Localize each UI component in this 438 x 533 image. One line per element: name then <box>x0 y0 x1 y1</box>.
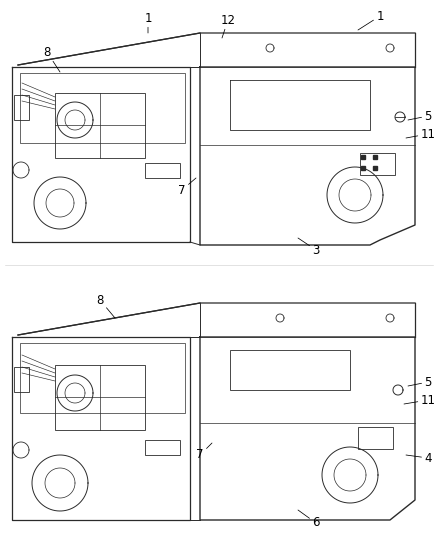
Bar <box>360 153 395 175</box>
Bar <box>20 73 185 143</box>
Bar <box>230 350 350 390</box>
Text: 5: 5 <box>408 376 432 389</box>
Bar <box>14 367 29 392</box>
Text: 7: 7 <box>178 178 196 197</box>
Text: 1: 1 <box>358 10 384 30</box>
Text: 3: 3 <box>298 238 320 256</box>
Text: 7: 7 <box>196 443 212 462</box>
Bar <box>14 95 29 120</box>
Bar <box>55 365 145 430</box>
Bar <box>358 427 393 449</box>
Bar <box>145 163 180 178</box>
Text: 1: 1 <box>144 12 152 33</box>
Text: 12: 12 <box>220 13 236 38</box>
Text: 8: 8 <box>96 294 115 318</box>
Text: 8: 8 <box>43 45 60 72</box>
Text: 4: 4 <box>406 451 432 464</box>
Bar <box>55 93 145 158</box>
Text: 11: 11 <box>406 127 435 141</box>
Bar <box>145 440 180 455</box>
Text: 5: 5 <box>408 109 432 123</box>
Text: 11: 11 <box>404 393 435 407</box>
Bar <box>20 343 185 413</box>
Text: 6: 6 <box>298 510 320 529</box>
